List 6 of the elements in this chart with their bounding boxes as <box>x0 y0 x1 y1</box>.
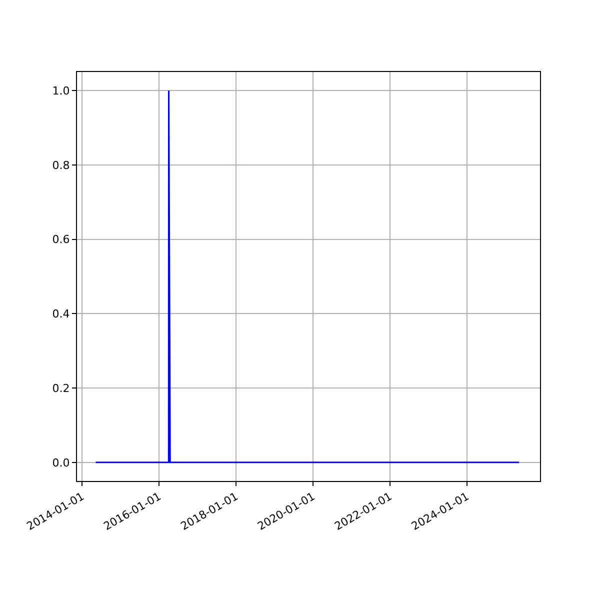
y-tick-label: 1.0 <box>52 84 70 98</box>
y-tick-label: 0.2 <box>52 382 70 395</box>
y-tick-label: 0.8 <box>52 158 70 172</box>
y-tick-label: 0.0 <box>52 456 70 470</box>
y-tick-label: 0.6 <box>52 233 70 246</box>
y-tick-label: 0.4 <box>52 308 70 321</box>
